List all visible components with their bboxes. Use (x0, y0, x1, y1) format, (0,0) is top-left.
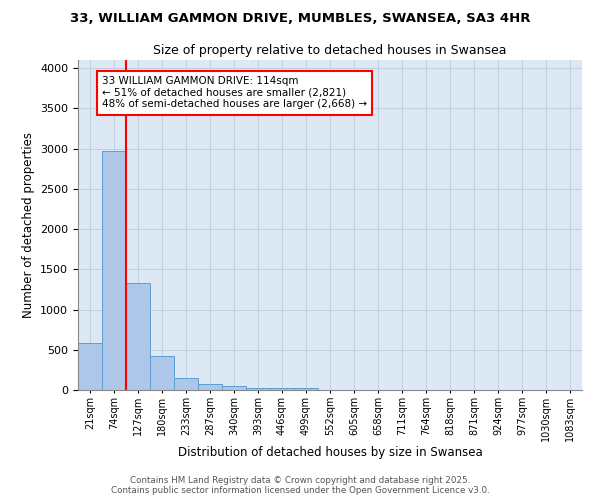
Bar (126, 283, 150, 390)
Text: 33, WILLIAM GAMMON DRIVE, MUMBLES, SWANSEA, SA3 4HR: 33, WILLIAM GAMMON DRIVE, MUMBLES, SWANS… (70, 12, 530, 25)
Bar (294, 388, 318, 390)
Bar (150, 356, 174, 390)
Bar (198, 384, 222, 390)
Bar (102, 151, 126, 390)
Bar (174, 378, 198, 390)
Title: Size of property relative to detached houses in Swansea: Size of property relative to detached ho… (153, 44, 507, 58)
Text: 33 WILLIAM GAMMON DRIVE: 114sqm
← 51% of detached houses are smaller (2,821)
48%: 33 WILLIAM GAMMON DRIVE: 114sqm ← 51% of… (102, 76, 367, 110)
Y-axis label: Number of detached properties: Number of detached properties (22, 132, 35, 318)
Bar (78, 344, 102, 390)
X-axis label: Distribution of detached houses by size in Swansea: Distribution of detached houses by size … (178, 446, 482, 460)
Text: Contains HM Land Registry data © Crown copyright and database right 2025.
Contai: Contains HM Land Registry data © Crown c… (110, 476, 490, 495)
Bar (246, 388, 270, 390)
Bar (222, 386, 246, 390)
Bar (270, 388, 294, 390)
